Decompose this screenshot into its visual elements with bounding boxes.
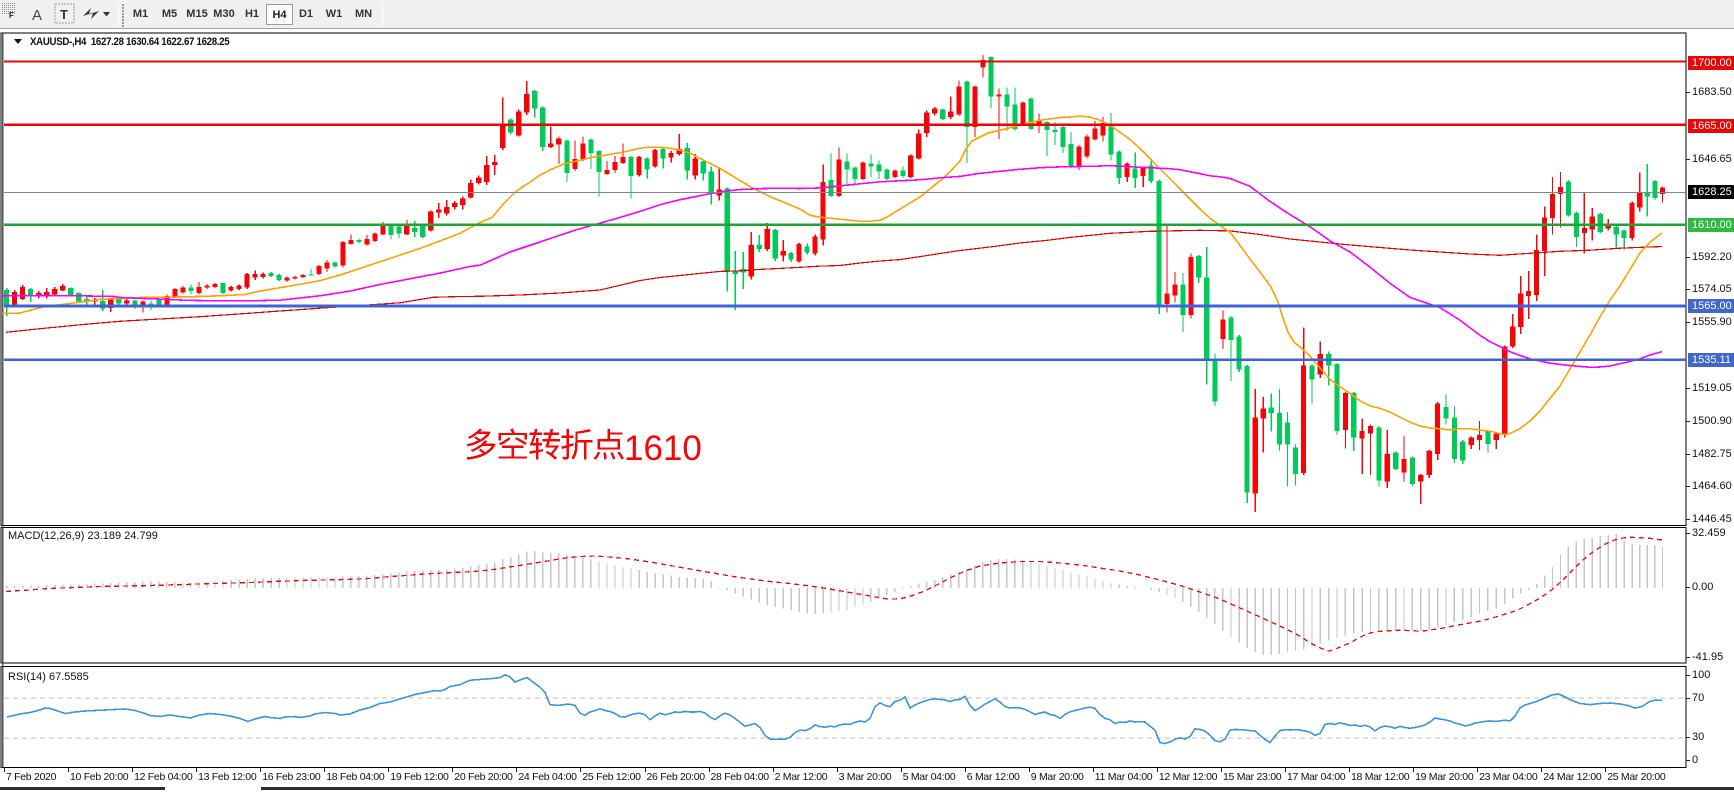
svg-text:T: T [60,7,68,22]
svg-text:A: A [32,7,42,24]
svg-text:1610: 1610 [624,429,702,468]
svg-text:F: F [9,11,14,20]
